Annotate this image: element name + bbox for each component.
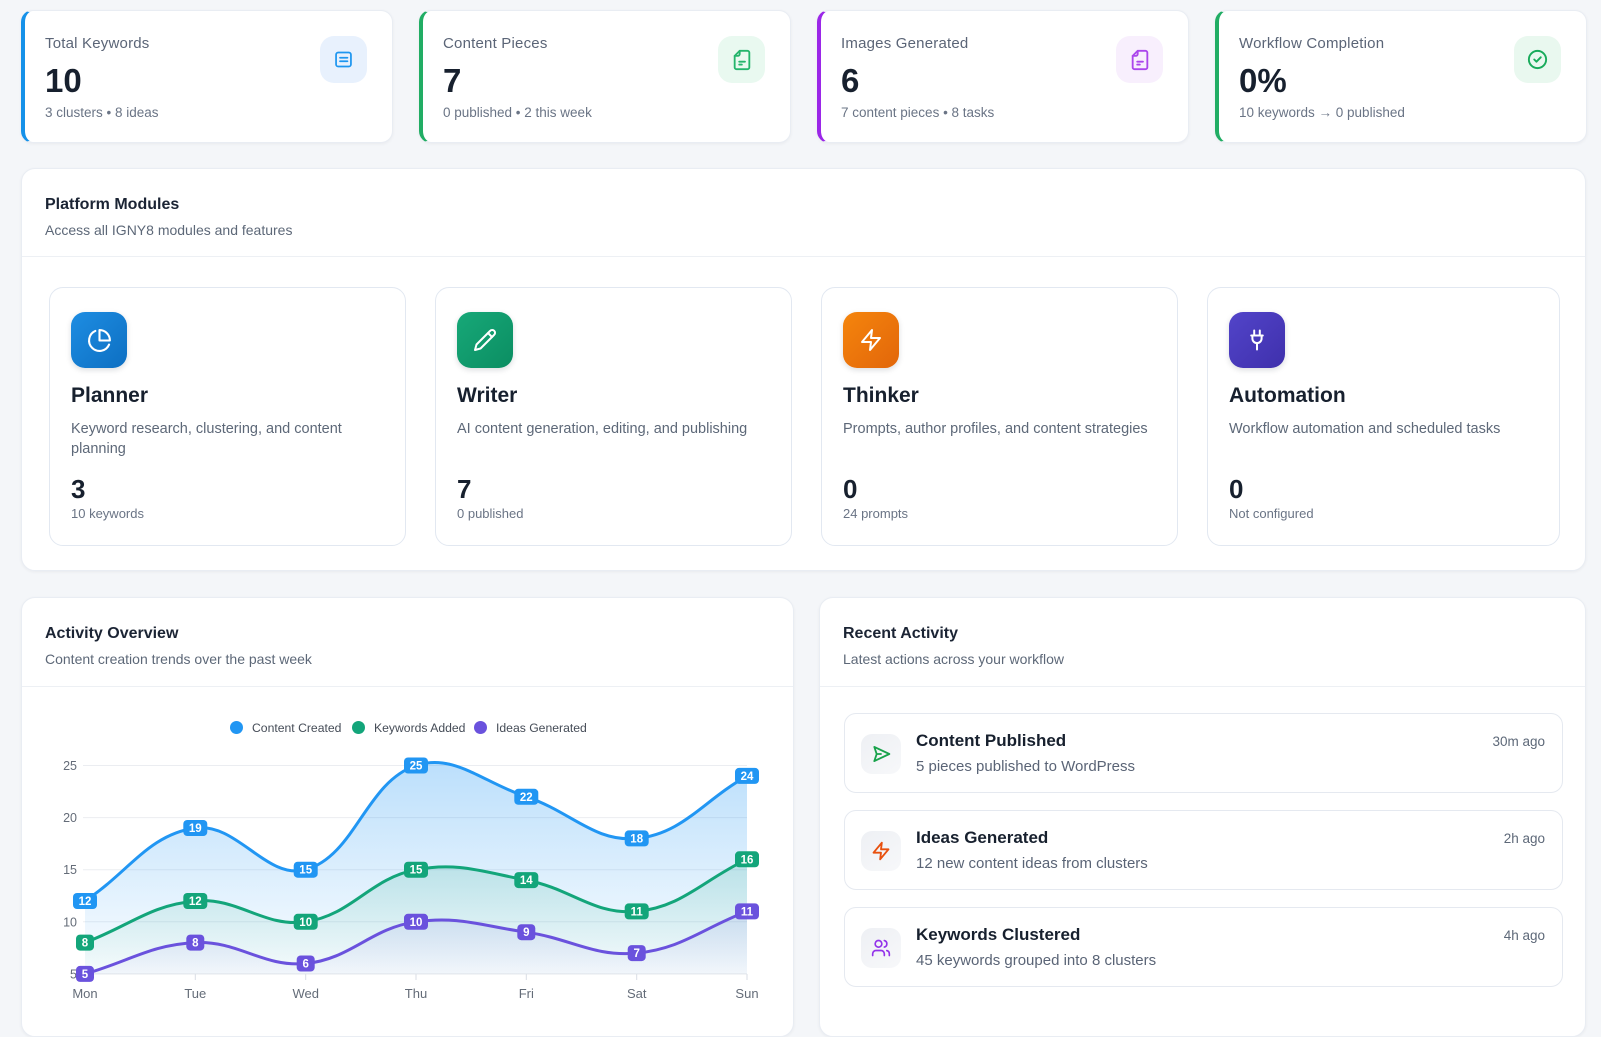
svg-text:Wed: Wed	[292, 986, 319, 1001]
svg-text:5: 5	[70, 967, 77, 981]
svg-text:22: 22	[520, 792, 533, 804]
svg-text:8: 8	[192, 938, 199, 950]
svg-text:Thu: Thu	[405, 986, 427, 1001]
svg-text:25: 25	[63, 759, 77, 773]
svg-text:18: 18	[630, 833, 643, 845]
svg-text:Content Created: Content Created	[252, 721, 341, 735]
svg-text:11: 11	[631, 906, 644, 918]
svg-text:20: 20	[63, 811, 77, 825]
svg-text:10: 10	[63, 915, 77, 929]
svg-text:14: 14	[520, 875, 533, 887]
svg-text:11: 11	[741, 906, 754, 918]
svg-text:15: 15	[63, 863, 77, 877]
svg-text:10: 10	[410, 917, 423, 929]
svg-text:Ideas Generated: Ideas Generated	[496, 721, 587, 735]
svg-text:19: 19	[189, 823, 202, 835]
svg-text:Fri: Fri	[519, 986, 534, 1001]
svg-text:12: 12	[79, 896, 92, 908]
svg-text:5: 5	[82, 969, 89, 981]
svg-text:24: 24	[741, 771, 754, 783]
svg-text:25: 25	[410, 761, 423, 773]
svg-text:Mon: Mon	[72, 986, 97, 1001]
svg-text:6: 6	[302, 959, 308, 971]
svg-text:15: 15	[299, 865, 312, 877]
svg-text:15: 15	[410, 865, 423, 877]
svg-text:Keywords Added: Keywords Added	[374, 721, 465, 735]
svg-text:7: 7	[633, 948, 639, 960]
svg-text:10: 10	[299, 917, 312, 929]
svg-text:9: 9	[523, 927, 529, 939]
svg-text:Sun: Sun	[735, 986, 758, 1001]
svg-text:Tue: Tue	[184, 986, 206, 1001]
svg-text:16: 16	[741, 854, 754, 866]
svg-text:Sat: Sat	[627, 986, 647, 1001]
svg-text:12: 12	[189, 896, 202, 908]
svg-text:8: 8	[82, 938, 89, 950]
